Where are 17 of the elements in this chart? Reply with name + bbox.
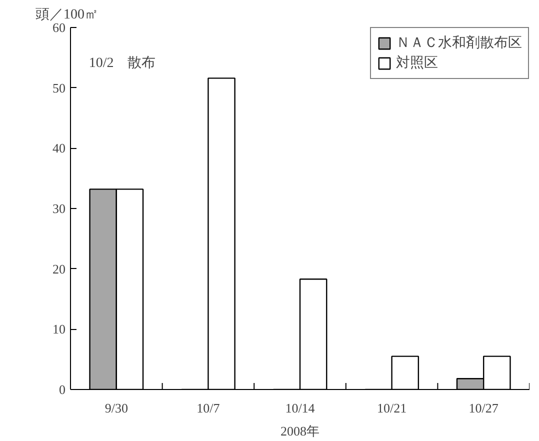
y-tick-label: 30 [52, 201, 66, 216]
x-axis-title: 2008年 [280, 424, 320, 438]
y-axis-title: 頭／100㎡ [36, 8, 98, 22]
y-tick-label: 10 [52, 322, 66, 337]
legend-label: ＮＡＣ水和剤散布区 [396, 34, 522, 52]
legend-label: 対照区 [396, 54, 438, 72]
x-tick-label: 10/14 [285, 400, 316, 416]
y-tick-label: 40 [52, 140, 66, 156]
y-tick-label: 50 [52, 80, 66, 96]
x-tick-label: 9/30 [104, 400, 128, 416]
y-tick-label: 60 [52, 20, 66, 35]
x-tick-label: 10/27 [468, 400, 499, 416]
x-tick-label: 10/7 [196, 400, 220, 416]
x-tick-label: 10/21 [376, 400, 407, 416]
annotation: 10/2 散布 [88, 54, 156, 71]
y-tick-label: 20 [52, 261, 66, 276]
y-tick-label: 0 [59, 382, 66, 397]
